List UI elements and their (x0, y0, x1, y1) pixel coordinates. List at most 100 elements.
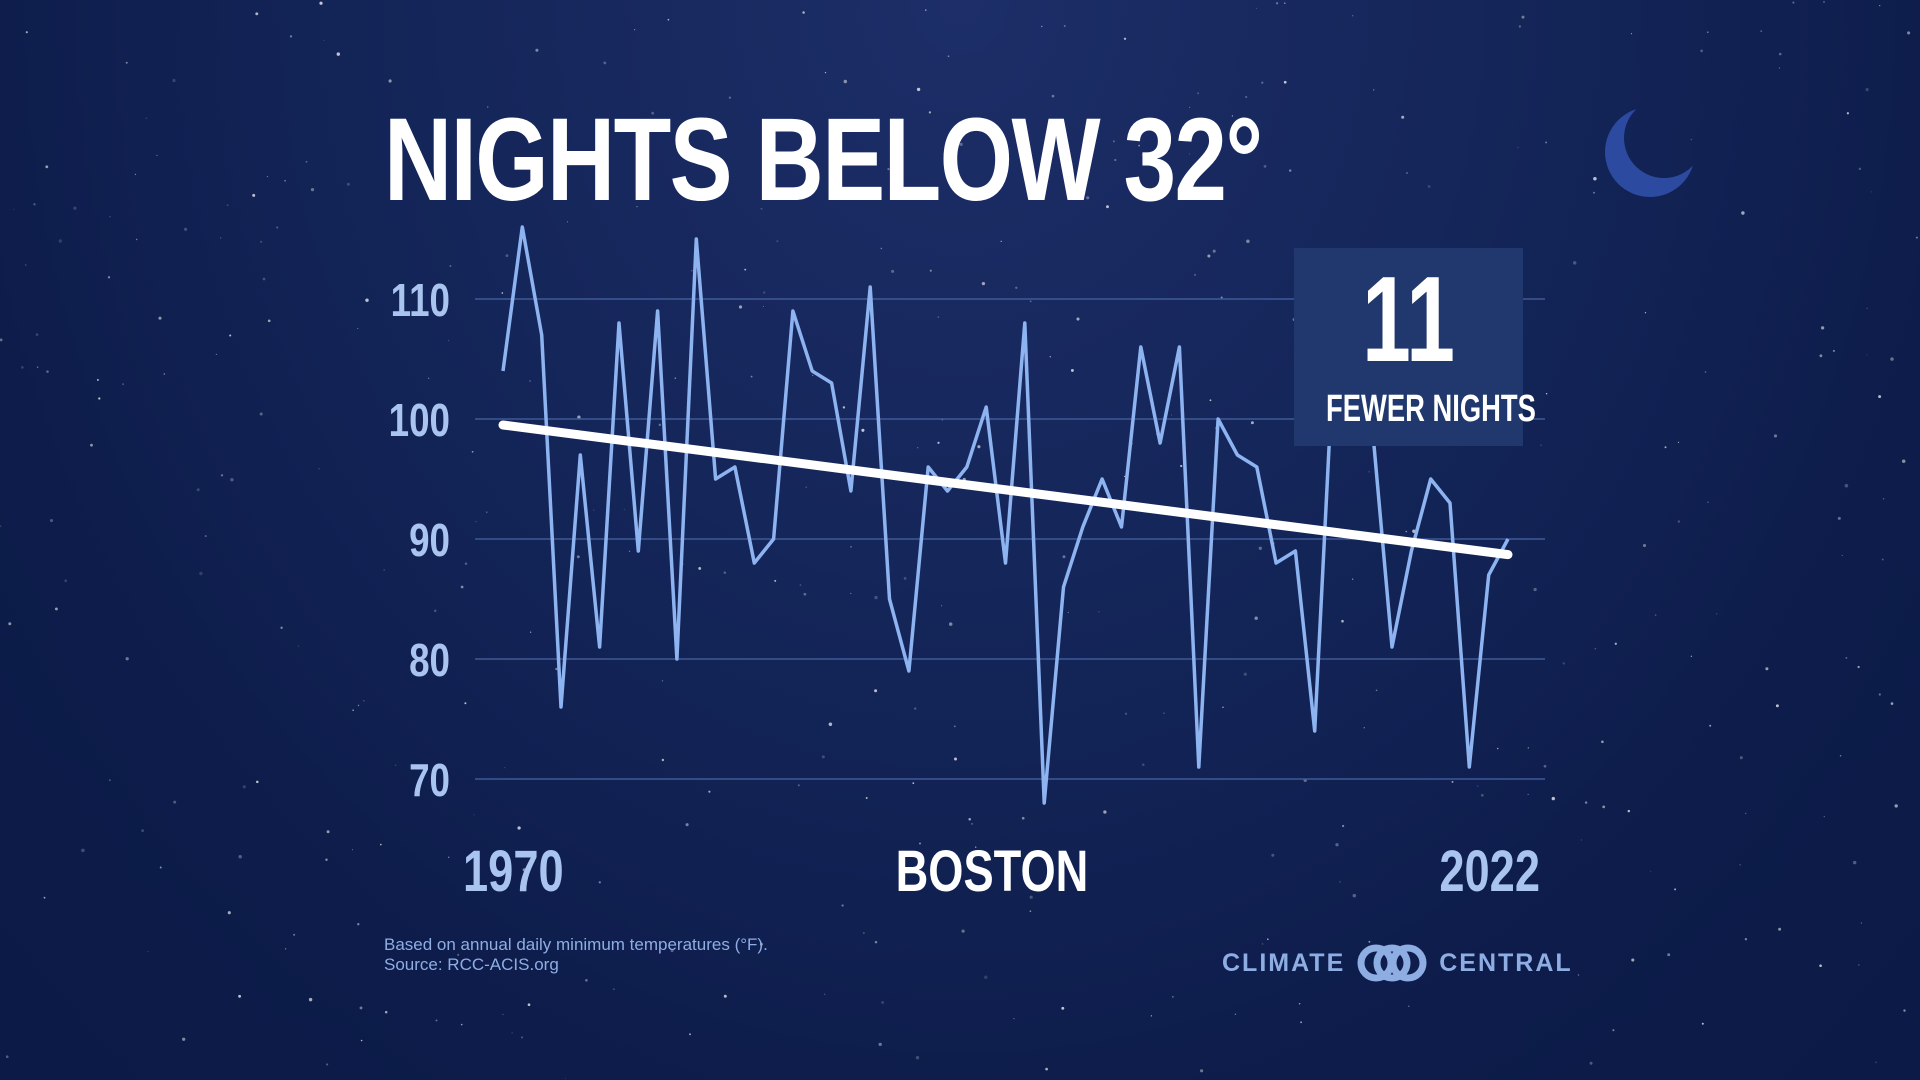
star (43, 896, 46, 899)
star (1700, 49, 1703, 53)
star (800, 132, 803, 135)
footnote: Based on annual daily minimum temperatur… (384, 935, 768, 975)
star (1406, 172, 1408, 174)
star (125, 61, 128, 64)
star (1667, 953, 1671, 957)
star (501, 292, 504, 294)
star (1258, 546, 1262, 550)
star (850, 592, 852, 594)
star (917, 447, 919, 449)
star (953, 757, 958, 761)
star (1819, 964, 1822, 967)
star (977, 445, 981, 449)
star (1188, 153, 1190, 155)
x-axis-start-label: 1970 (463, 839, 564, 904)
star (357, 923, 360, 926)
star (1243, 672, 1247, 676)
star (1878, 395, 1882, 399)
star (803, 122, 806, 126)
star (862, 931, 865, 935)
star (1739, 864, 1741, 866)
star (267, 319, 271, 323)
star (802, 11, 805, 14)
star (914, 707, 917, 710)
star (698, 566, 702, 570)
star (351, 849, 354, 851)
star (1879, 4, 1881, 7)
star (1883, 498, 1885, 500)
star (1106, 205, 1109, 209)
star (689, 1033, 691, 1036)
star (159, 866, 162, 869)
star (1706, 31, 1709, 34)
star (280, 626, 283, 629)
star (346, 182, 350, 186)
star (266, 175, 269, 178)
star (1778, 52, 1782, 56)
star (880, 247, 883, 250)
star (1844, 483, 1849, 488)
star (674, 377, 676, 379)
star (1551, 796, 1556, 801)
star (1901, 459, 1906, 464)
star (297, 645, 300, 647)
star (220, 237, 222, 239)
star (1545, 141, 1548, 144)
star (1601, 740, 1604, 744)
star (1602, 805, 1606, 809)
y-tick-label: 90 (409, 514, 450, 566)
star (1866, 307, 1868, 310)
star (1741, 211, 1745, 215)
star (256, 780, 259, 784)
star (96, 378, 99, 381)
star (937, 441, 940, 444)
star (238, 994, 242, 998)
star (1062, 555, 1066, 559)
star (505, 254, 509, 258)
star (555, 667, 558, 671)
star (1857, 665, 1860, 669)
star (874, 595, 878, 600)
star (359, 1006, 363, 1010)
star (636, 205, 638, 208)
star (1098, 611, 1100, 613)
star (173, 800, 177, 804)
star (199, 571, 203, 576)
star (1707, 501, 1709, 504)
star (1612, 1029, 1615, 1032)
star (1138, 144, 1140, 147)
star (576, 555, 580, 559)
star (259, 412, 263, 416)
star (1878, 693, 1881, 696)
star (903, 577, 907, 580)
star (1197, 92, 1200, 95)
star (1124, 712, 1128, 715)
star (776, 240, 779, 243)
star (797, 784, 800, 787)
star (147, 950, 149, 953)
star (803, 592, 807, 596)
star (869, 195, 874, 200)
star (260, 240, 263, 243)
star (394, 764, 397, 766)
star (891, 269, 895, 273)
star (1580, 839, 1582, 841)
star (411, 423, 415, 427)
star (196, 488, 200, 492)
star (824, 71, 827, 74)
star (156, 154, 158, 157)
star (1375, 689, 1378, 692)
star (708, 790, 711, 793)
star (449, 265, 452, 267)
star (262, 277, 266, 281)
star (1112, 140, 1115, 143)
star (511, 1032, 513, 1034)
star (64, 579, 67, 582)
star (1061, 1006, 1065, 1010)
star (1907, 31, 1911, 35)
star (475, 521, 477, 523)
star (310, 187, 315, 192)
star (98, 397, 101, 400)
star (172, 78, 176, 83)
star (1677, 520, 1681, 523)
